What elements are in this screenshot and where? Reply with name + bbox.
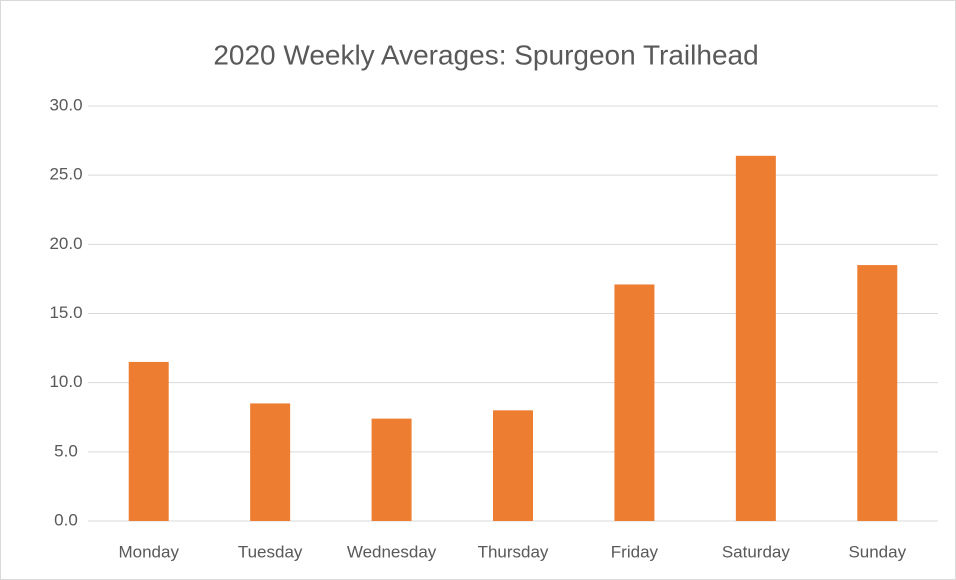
x-tick-label: Monday [118, 542, 179, 561]
bar [128, 361, 169, 521]
bar [493, 410, 533, 521]
chart-title: 2020 Weekly Averages: Spurgeon Trailhead [213, 39, 758, 70]
x-tick-label: Thursday [478, 542, 549, 561]
x-tick-label: Friday [611, 542, 659, 561]
y-tick-label: 15.0 [49, 303, 82, 322]
y-tick-label: 20.0 [49, 234, 82, 253]
bar [250, 403, 291, 521]
bar [857, 265, 898, 521]
y-tick-label: 10.0 [49, 372, 82, 391]
bar [614, 284, 655, 521]
y-tick-label: 25.0 [49, 165, 82, 184]
x-tick-label: Saturday [722, 542, 791, 561]
y-tick-label: 0.0 [54, 510, 78, 529]
x-tick-label: Tuesday [238, 542, 303, 561]
bar [735, 155, 776, 522]
x-tick-label: Wednesday [347, 542, 437, 561]
bar [371, 418, 412, 521]
y-tick-label: 30.0 [49, 95, 82, 114]
y-tick-label: 5.0 [54, 441, 78, 460]
x-tick-label: Sunday [848, 542, 906, 561]
